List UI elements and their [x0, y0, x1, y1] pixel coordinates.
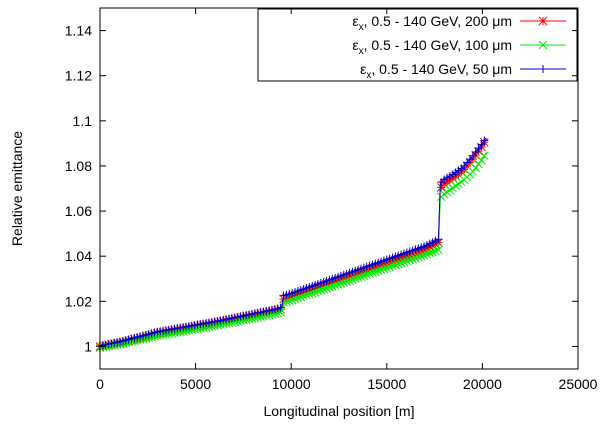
series-point [428, 247, 438, 257]
x-axis-label: Longitudinal position [m] [264, 403, 415, 419]
y-tick-label: 1.1 [73, 113, 93, 129]
legend: εx, 0.5 - 140 GeV, 200 μm εx, 0.5 - 140 G… [257, 8, 578, 82]
x-tick-label: 5000 [180, 376, 211, 392]
series-line [99, 138, 487, 347]
series-point [365, 269, 374, 278]
series-point [370, 267, 380, 277]
legend-label: εx, 0.5 - 140 GeV, 200 μm [352, 13, 512, 33]
legend-entry: εx, 0.5 - 140 GeV, 100 μm [352, 37, 566, 57]
y-tick-label: 1.14 [65, 23, 92, 39]
series-point [336, 279, 346, 288]
y-tick-label: 1.12 [65, 68, 92, 84]
series-3 [96, 136, 489, 350]
x-tick-label: 10000 [272, 376, 311, 392]
series-point [393, 259, 403, 269]
y-tick-label: 1.04 [65, 248, 92, 264]
series-point [356, 272, 366, 281]
series-point [348, 275, 357, 285]
series-2 [95, 151, 489, 352]
legend-label: εx, 0.5 - 140 GeV, 50 μm [360, 61, 512, 81]
y-axis-label: Relative emittance [9, 131, 25, 246]
x-tick-label: 20000 [463, 376, 502, 392]
x-tick-label: 15000 [367, 376, 406, 392]
series-point [382, 263, 392, 273]
series-point [376, 265, 386, 275]
plot-frame [99, 7, 579, 370]
y-tick-label: 1.06 [65, 203, 92, 219]
y-tick-label: 1.02 [65, 293, 92, 309]
y-tick-label: 1 [84, 338, 92, 354]
series-point [474, 159, 483, 169]
series-point [339, 278, 349, 287]
series-point [471, 163, 481, 173]
series-point [413, 252, 423, 262]
series-point [353, 273, 363, 282]
plot-series-layer [95, 136, 489, 352]
series-point [405, 255, 415, 265]
legend-swatch-marker [538, 16, 548, 26]
series-point [468, 167, 478, 176]
series-point [368, 268, 377, 278]
series-point [411, 253, 420, 263]
x-tick-label: 0 [96, 376, 104, 392]
series-point [419, 251, 429, 260]
series-point [359, 271, 369, 280]
x-tick-label: 25000 [559, 376, 598, 392]
series-point [480, 136, 489, 145]
series-point [402, 256, 412, 266]
legend-swatch-marker [538, 40, 548, 50]
series-point [425, 248, 435, 258]
legend-entry: εx, 0.5 - 140 GeV, 200 μm [352, 13, 566, 33]
series-line [99, 137, 487, 347]
series-point [422, 249, 432, 259]
series-point [399, 257, 409, 267]
series-point [373, 266, 383, 276]
series-point [431, 246, 440, 256]
legend-entry: εx, 0.5 - 140 GeV, 50 μm [360, 61, 566, 81]
series-point [479, 151, 489, 161]
series-point [345, 276, 354, 286]
legend-box [257, 8, 578, 82]
series-point [388, 261, 397, 271]
axis-ticks: 0 5000 10000 15000 20000 25000 1 1.02 1.04 1.06 1.… [65, 8, 598, 392]
legend-label: εx, 0.5 - 140 GeV, 100 μm [352, 37, 512, 57]
series-point [350, 274, 360, 283]
series-point [385, 262, 395, 272]
series-point [434, 245, 443, 255]
series-point [396, 258, 406, 268]
series-point [391, 260, 400, 270]
y-tick-label: 1.08 [65, 158, 92, 174]
series-point [477, 156, 486, 165]
series-point [477, 140, 486, 149]
series-point [408, 254, 417, 264]
legend-swatch-marker [539, 65, 547, 73]
series-point [276, 303, 285, 312]
series-point [434, 235, 443, 244]
series-point [379, 264, 389, 274]
series-point [362, 270, 372, 279]
series-point [416, 251, 426, 261]
series-point [342, 277, 352, 286]
